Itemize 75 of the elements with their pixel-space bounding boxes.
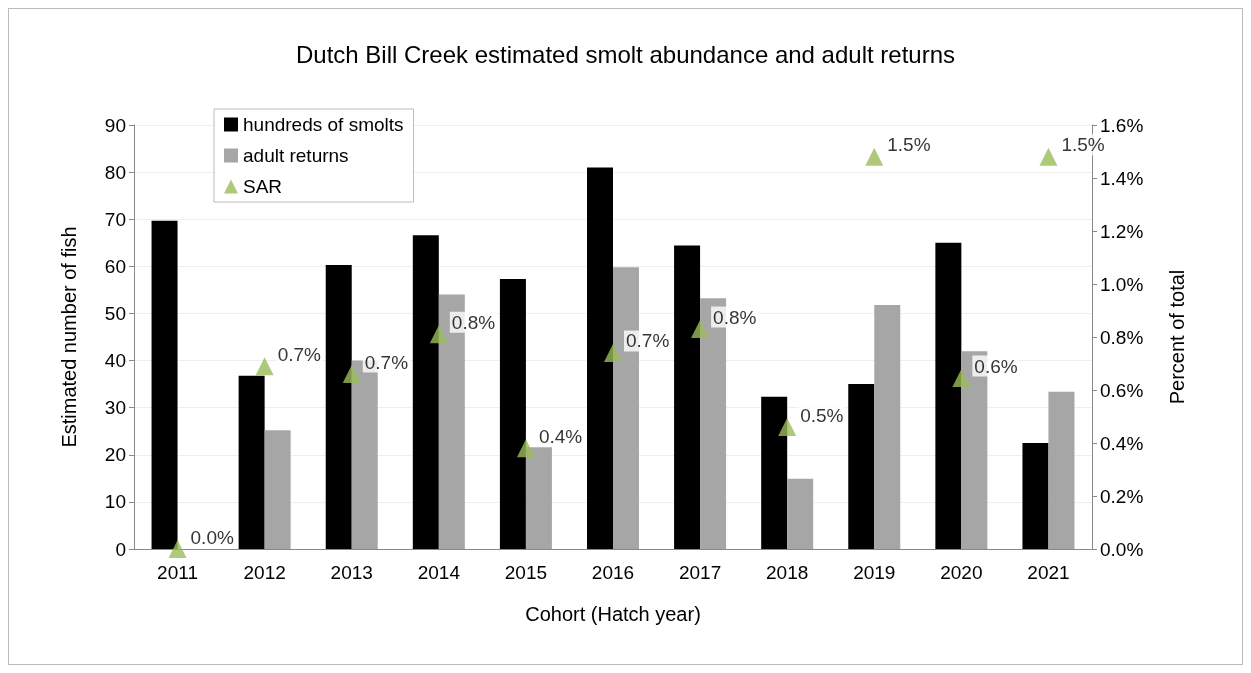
bar <box>1048 391 1075 549</box>
data-label: 0.7% <box>626 330 670 352</box>
x-axis-title: Cohort (Hatch year) <box>525 603 701 625</box>
point <box>691 320 710 339</box>
point <box>255 357 274 376</box>
y2-tick-label: 0.2% <box>1100 485 1144 507</box>
y2-tick-label: 0.0% <box>1100 538 1144 560</box>
y2-tick-label: 0.8% <box>1100 326 1144 348</box>
x-tick-label: 2021 <box>1027 562 1070 583</box>
y-tick-label: 80 <box>104 161 126 183</box>
x-tick-label: 2016 <box>591 562 635 583</box>
y2-tick-label: 1.0% <box>1100 273 1144 295</box>
bar <box>238 375 265 549</box>
bar <box>674 245 701 549</box>
legend-label: SAR <box>243 176 283 197</box>
bar <box>874 304 901 549</box>
y2-tick-label: 1.6% <box>1100 114 1144 136</box>
point <box>342 365 361 384</box>
bar <box>525 447 552 549</box>
data-label: 0.7% <box>364 351 409 373</box>
y-axis-title: Estimated number of fish <box>58 226 80 448</box>
y2-tick-label: 0.6% <box>1100 379 1144 401</box>
y-tick-label: 60 <box>104 255 126 277</box>
bar <box>325 264 352 549</box>
bar <box>151 220 178 549</box>
y-tick-label: 20 <box>104 444 126 466</box>
legend-label: hundreds of smolts <box>243 114 404 135</box>
point <box>1039 147 1058 166</box>
bar <box>1022 443 1049 549</box>
x-tick-label: 2013 <box>330 562 373 583</box>
x-tick-label: 2012 <box>243 562 286 583</box>
y2-tick-label: 0.4% <box>1100 432 1144 454</box>
x-tick-label: 2020 <box>940 562 983 583</box>
bar <box>264 430 291 549</box>
data-label: 0.8% <box>451 311 496 333</box>
y2-axis-title: Percent of total <box>1166 269 1188 405</box>
y-tick-label: 70 <box>104 208 126 230</box>
y-tick-label: 30 <box>104 397 126 419</box>
data-label: 1.5% <box>1061 134 1105 156</box>
y-tick-label: 40 <box>104 350 126 372</box>
y-tick-label: 10 <box>104 491 126 513</box>
data-label: 0.0% <box>190 526 234 548</box>
bar <box>848 384 875 549</box>
y-tick-label: 90 <box>104 114 126 136</box>
bar <box>412 235 439 549</box>
point <box>778 418 797 437</box>
y-tick-label: 0 <box>115 538 126 560</box>
point <box>168 540 187 558</box>
x-tick-label: 2015 <box>504 562 548 583</box>
bar <box>587 167 613 549</box>
data-label: 0.4% <box>538 425 583 447</box>
data-label: 0.6% <box>974 355 1018 377</box>
x-tick-label: 2018 <box>766 562 809 583</box>
point <box>516 439 535 458</box>
x-tick-label: 2019 <box>853 562 896 583</box>
point <box>865 147 884 166</box>
y2-tick-label: 1.4% <box>1100 167 1144 189</box>
y2-tick-label: 1.2% <box>1100 220 1144 242</box>
bar <box>761 396 788 549</box>
x-tick-label: 2011 <box>157 562 198 583</box>
bar <box>787 478 814 549</box>
bar <box>499 279 526 549</box>
data-label: 1.5% <box>887 134 931 156</box>
x-tick-label: 2017 <box>678 562 722 583</box>
bar <box>935 242 962 549</box>
y-tick-label: 50 <box>104 302 126 324</box>
legend-label: adult returns <box>243 145 349 166</box>
x-tick-label: 2014 <box>417 562 461 583</box>
data-label: 0.7% <box>277 343 322 365</box>
point <box>429 325 448 344</box>
point <box>952 369 971 388</box>
data-label: 0.5% <box>800 404 844 426</box>
data-label: 0.8% <box>713 306 757 328</box>
chart-title: Dutch Bill Creek estimated smolt abundance and adult returns <box>295 40 956 68</box>
point <box>604 343 622 362</box>
